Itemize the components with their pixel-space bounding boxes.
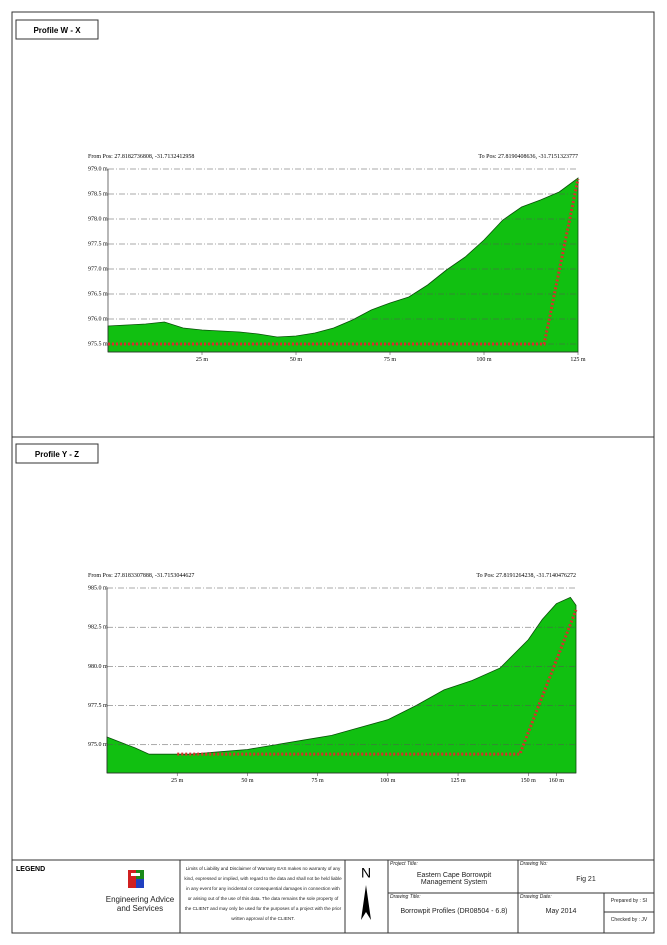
x-tick-label: 100 m bbox=[380, 778, 396, 784]
x-tick-label: 150 m bbox=[521, 778, 537, 784]
label: Drawing Date: bbox=[520, 894, 552, 900]
sheet-border bbox=[11, 11, 655, 934]
design-line bbox=[108, 178, 580, 346]
drawing-title: Borrowpit Profiles (DR08504 - 6.8) bbox=[400, 908, 508, 915]
title-box bbox=[15, 443, 99, 464]
y-tick-label: 982.5 m bbox=[88, 625, 108, 631]
checked-by: Checked by : JV bbox=[610, 917, 648, 923]
label: Project Title: bbox=[390, 861, 418, 867]
from-label: From Pos: 27.8182736808, -31.7132412958 bbox=[88, 154, 194, 160]
x-tick-label: 50 m bbox=[241, 778, 254, 784]
company-name: Engineering Advice and Services bbox=[105, 895, 175, 913]
from-label: From Pos: 27.8183307888, -31.7153044627 bbox=[88, 573, 194, 579]
prepared-by: Prepared by : SI bbox=[610, 898, 648, 904]
disclaimer: Limits of Liability and Disclaimer of Wa… bbox=[184, 866, 342, 921]
x-tick-label: 25 m bbox=[196, 357, 209, 363]
terrain-area bbox=[106, 596, 577, 774]
to-label: To Pos: 27.8190408636, -31.7151323777 bbox=[478, 154, 578, 160]
x-tick-label: 50 m bbox=[290, 357, 303, 363]
y-tick-label: 985.0 m bbox=[88, 585, 108, 591]
label: Drawing No: bbox=[520, 861, 548, 867]
title-box bbox=[15, 19, 99, 40]
north-label: N bbox=[361, 865, 371, 881]
y-tick-label: 977.5 m bbox=[88, 703, 108, 709]
company-logo bbox=[128, 870, 144, 888]
terrain-area bbox=[107, 177, 579, 353]
project-title: Eastern Cape Borrowpit Management System bbox=[416, 872, 492, 886]
x-tick-label: 75 m bbox=[312, 778, 325, 784]
y-tick-label: 976.0 m bbox=[88, 316, 108, 322]
design-line bbox=[177, 609, 578, 756]
north-arrow bbox=[361, 885, 371, 920]
y-tick-label: 978.5 m bbox=[88, 191, 108, 197]
legend-title: LEGEND bbox=[16, 866, 45, 873]
x-tick-label: 75 m bbox=[384, 357, 397, 363]
y-tick-label: 976.5 m bbox=[88, 291, 108, 297]
y-tick-label: 977.5 m bbox=[88, 241, 108, 247]
profile-title: Profile Y - Z bbox=[35, 450, 79, 459]
x-tick-label: 160 m bbox=[549, 778, 565, 784]
x-tick-label: 100 m bbox=[476, 357, 492, 363]
x-tick-label: 125 m bbox=[570, 357, 586, 363]
label: Drawing Title: bbox=[390, 894, 421, 900]
profile-title: Profile W - X bbox=[33, 26, 81, 35]
drawing-date: May 2014 bbox=[545, 908, 577, 915]
title-block-lines bbox=[179, 860, 654, 933]
y-tick-label: 975.0 m bbox=[88, 742, 108, 748]
x-tick-label: 125 m bbox=[450, 778, 466, 784]
to-label: To Pos: 27.8191264238, -31.7140476272 bbox=[476, 573, 576, 579]
drawing-no: Fig 21 bbox=[576, 876, 596, 883]
y-tick-label: 980.0 m bbox=[88, 664, 108, 670]
y-tick-label: 979.0 m bbox=[88, 166, 108, 172]
y-tick-label: 977.0 m bbox=[88, 266, 108, 272]
x-tick-label: 25 m bbox=[171, 778, 184, 784]
y-tick-label: 978.0 m bbox=[88, 216, 108, 222]
y-tick-label: 975.5 m bbox=[88, 341, 108, 347]
